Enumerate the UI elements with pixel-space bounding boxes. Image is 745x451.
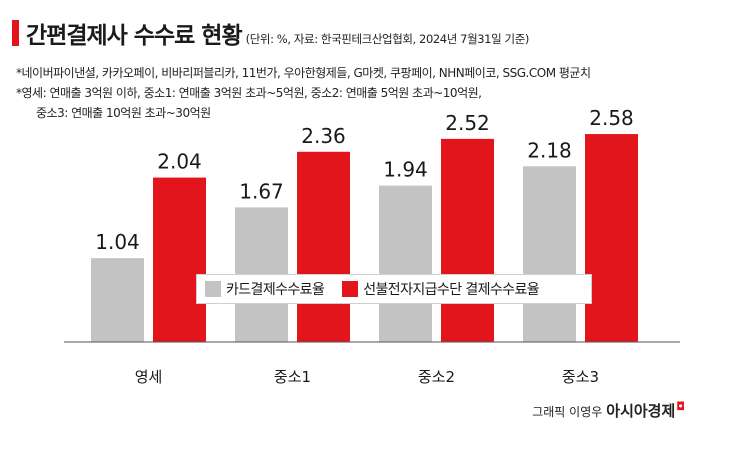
- label-prepaid-1: 2.36: [301, 124, 346, 148]
- legend-item-prepaid: 선불전자지급수단 결제수수료율: [342, 279, 540, 299]
- note-definition-2: 중소3: 연매출 10억원 초과~30억원: [36, 106, 211, 120]
- category-label-2: 중소2: [418, 368, 455, 386]
- legend-item-card: 카드결제수수료율: [205, 279, 325, 299]
- chart-source: (단위: %, 자료: 한국핀테크산업협회, 2024년 7월31일 기준): [245, 32, 530, 46]
- legend-label-prepaid: 선불전자지급수단 결제수수료율: [363, 282, 540, 298]
- label-card-2: 1.94: [383, 158, 428, 182]
- category-label-1: 중소1: [274, 368, 311, 386]
- label-card-3: 2.18: [527, 138, 572, 162]
- bar-prepaid-1: [297, 151, 350, 342]
- chart-legend: 카드결제수수료율 선불전자지급수단 결제수수료율: [196, 274, 592, 304]
- label-prepaid-3: 2.58: [589, 106, 634, 130]
- bar-card-0: [91, 258, 144, 342]
- category-label-3: 중소3: [562, 368, 599, 386]
- bar-card-3: [523, 166, 576, 342]
- credit-brand: 아시아경제: [606, 402, 676, 420]
- label-card-0: 1.04: [95, 230, 140, 254]
- bar-prepaid-0: [153, 177, 206, 342]
- label-prepaid-2: 2.52: [445, 111, 490, 135]
- bar-prepaid-2: [441, 138, 494, 342]
- note-definition-1: *영세: 연매출 3억원 이하, 중소1: 연매출 3억원 초과~5억원, 중소…: [16, 86, 482, 100]
- note-average: *네이버파이낸셜, 카카오페이, 비바리퍼블리카, 11번가, 우아한형제들, …: [16, 66, 591, 80]
- brand-mark-icon: ◘: [676, 400, 685, 413]
- bar-card-2: [379, 185, 432, 342]
- legend-swatch-prepaid: [342, 281, 359, 297]
- legend-label-card: 카드결제수수료율: [226, 282, 325, 298]
- label-card-1: 1.67: [239, 179, 284, 203]
- legend-swatch-card: [205, 281, 221, 297]
- category-label-0: 영세: [135, 368, 163, 386]
- chart-heading: 간편결제사 수수료 현황 (단위: %, 자료: 한국핀테크산업협회, 2024년…: [26, 16, 529, 50]
- chart-title: 간편결제사 수수료 현황: [26, 23, 243, 49]
- credit-byline: 그래픽 이영우: [532, 405, 603, 419]
- title-accent-bar: [12, 20, 19, 46]
- bar-prepaid-3: [585, 134, 638, 342]
- credit: 그래픽 이영우 아시아경제◘: [532, 400, 685, 421]
- label-prepaid-0: 2.04: [157, 150, 202, 174]
